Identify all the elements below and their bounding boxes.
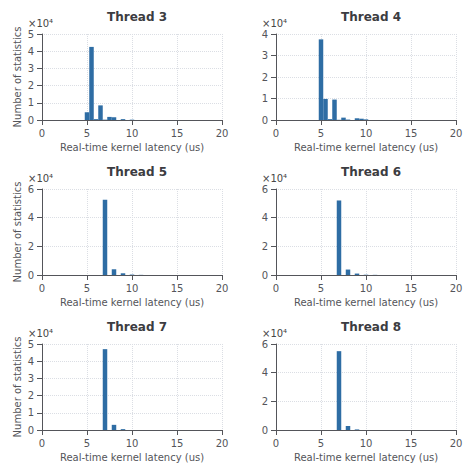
svg-text:Real-time kernel latency (us): Real-time kernel latency (us): [60, 452, 204, 463]
svg-text:15: 15: [405, 438, 418, 449]
svg-text:2: 2: [28, 241, 34, 252]
svg-text:0: 0: [262, 270, 268, 281]
svg-text:20: 20: [216, 438, 229, 449]
svg-text:10: 10: [360, 438, 373, 449]
svg-text:2: 2: [262, 396, 268, 407]
svg-text:10: 10: [126, 128, 139, 139]
svg-text:20: 20: [450, 283, 463, 294]
svg-text:6: 6: [28, 184, 34, 195]
svg-text:0: 0: [273, 128, 279, 139]
svg-text:20: 20: [216, 283, 229, 294]
svg-text:Real-time kernel latency (us): Real-time kernel latency (us): [60, 142, 204, 153]
svg-text:4: 4: [262, 212, 268, 223]
svg-text:2: 2: [262, 72, 268, 83]
svg-text:10: 10: [126, 283, 139, 294]
svg-text:0: 0: [262, 425, 268, 436]
svg-text:1: 1: [28, 97, 34, 108]
svg-text:Real-time kernel latency (us): Real-time kernel latency (us): [60, 297, 204, 308]
svg-text:2: 2: [262, 241, 268, 252]
svg-text:4: 4: [28, 356, 34, 367]
svg-text:0: 0: [262, 115, 268, 126]
svg-text:0: 0: [273, 283, 279, 294]
svg-text:5: 5: [28, 29, 34, 40]
svg-text:2: 2: [28, 80, 34, 91]
svg-text:4: 4: [262, 367, 268, 378]
svg-text:10: 10: [360, 128, 373, 139]
svg-text:0: 0: [28, 425, 34, 436]
svg-text:5: 5: [84, 283, 90, 294]
svg-text:5: 5: [318, 128, 324, 139]
svg-text:×10⁴: ×10⁴: [28, 173, 53, 184]
svg-text:15: 15: [171, 438, 184, 449]
svg-text:2: 2: [28, 390, 34, 401]
svg-text:0: 0: [39, 128, 45, 139]
svg-text:10: 10: [360, 283, 373, 294]
svg-text:×10⁴: ×10⁴: [28, 328, 53, 339]
svg-text:15: 15: [405, 128, 418, 139]
svg-text:4: 4: [262, 29, 268, 40]
svg-text:4: 4: [28, 212, 34, 223]
svg-text:Thread 3: Thread 3: [107, 10, 167, 24]
svg-text:Thread 6: Thread 6: [341, 165, 401, 179]
svg-text:×10⁴: ×10⁴: [262, 328, 287, 339]
svg-text:4: 4: [28, 46, 34, 57]
svg-text:0: 0: [28, 270, 34, 281]
svg-text:Real-time kernel latency (us): Real-time kernel latency (us): [294, 452, 438, 463]
svg-text:Number of statistics: Number of statistics: [12, 182, 23, 283]
svg-text:15: 15: [171, 128, 184, 139]
svg-text:×10⁴: ×10⁴: [262, 18, 287, 29]
svg-text:Number of statistics: Number of statistics: [12, 27, 23, 128]
svg-text:15: 15: [405, 283, 418, 294]
svg-text:1: 1: [28, 407, 34, 418]
svg-text:0: 0: [273, 438, 279, 449]
svg-text:20: 20: [450, 438, 463, 449]
svg-text:5: 5: [84, 128, 90, 139]
svg-text:15: 15: [171, 283, 184, 294]
svg-text:20: 20: [450, 128, 463, 139]
svg-text:5: 5: [84, 438, 90, 449]
svg-text:6: 6: [262, 339, 268, 350]
svg-text:20: 20: [216, 128, 229, 139]
svg-text:Thread 8: Thread 8: [341, 320, 401, 334]
svg-text:0: 0: [39, 283, 45, 294]
svg-text:0: 0: [39, 438, 45, 449]
svg-text:3: 3: [28, 373, 34, 384]
svg-text:5: 5: [28, 339, 34, 350]
svg-text:Real-time kernel latency (us): Real-time kernel latency (us): [294, 297, 438, 308]
svg-text:1: 1: [262, 93, 268, 104]
svg-text:3: 3: [28, 63, 34, 74]
svg-text:Real-time kernel latency (us): Real-time kernel latency (us): [294, 142, 438, 153]
svg-text:6: 6: [262, 184, 268, 195]
svg-text:×10⁴: ×10⁴: [262, 173, 287, 184]
svg-text:3: 3: [262, 50, 268, 61]
svg-text:5: 5: [318, 438, 324, 449]
svg-text:10: 10: [126, 438, 139, 449]
svg-text:Thread 5: Thread 5: [107, 165, 167, 179]
svg-text:Number of statistics: Number of statistics: [12, 337, 23, 438]
svg-text:0: 0: [28, 115, 34, 126]
svg-text:×10⁴: ×10⁴: [28, 18, 53, 29]
svg-text:Thread 4: Thread 4: [341, 10, 401, 24]
svg-text:5: 5: [318, 283, 324, 294]
svg-text:Thread 7: Thread 7: [107, 320, 167, 334]
